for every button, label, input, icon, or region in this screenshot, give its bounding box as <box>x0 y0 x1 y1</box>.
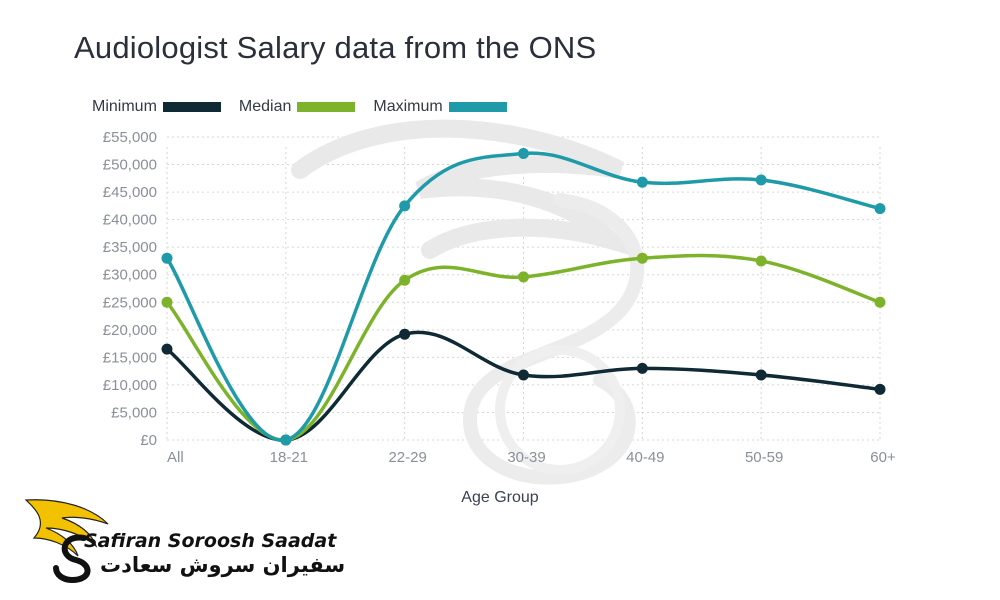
y-tick-label: £30,000 <box>103 267 157 284</box>
legend-swatch-minimum <box>162 102 221 112</box>
axis-labels: £0 £5,000 £10,000 £15,000 £20,000 £25,000 £30,… <box>103 129 896 466</box>
y-tick-label: £15,000 <box>103 349 157 366</box>
data-point-minimum <box>755 369 767 381</box>
y-tick-label: £10,000 <box>103 377 157 394</box>
legend-label-maximum: Maximum <box>373 98 443 115</box>
x-tick-label: 40-49 <box>626 449 664 466</box>
legend-item-median[interactable]: Median <box>238 98 356 116</box>
data-point-minimum <box>518 369 529 381</box>
legend-swatch-median <box>297 102 356 112</box>
data-point-minimum <box>399 328 411 340</box>
y-tick-label: £25,000 <box>103 294 157 311</box>
data-point-median <box>636 252 648 264</box>
legend: Minimum Median Maximum <box>92 98 525 116</box>
y-tick-label: £20,000 <box>103 322 157 339</box>
data-point-median <box>755 255 767 267</box>
data-point-maximum <box>161 252 173 264</box>
logo-s-icon <box>53 534 91 584</box>
brand-name-en: Safiran Soroosh Saadat <box>84 530 337 552</box>
legend-label-median: Median <box>238 98 292 115</box>
y-tick-label: £55,000 <box>103 129 157 146</box>
x-tick-label: 30-39 <box>507 449 545 466</box>
y-tick-label: £40,000 <box>103 212 157 229</box>
data-point-median <box>161 296 173 308</box>
x-tick-label: All <box>167 449 184 466</box>
legend-swatch-maximum <box>448 102 507 112</box>
y-tick-label: £50,000 <box>103 157 157 174</box>
chart-title: Audiologist Salary data from the ONS <box>74 30 597 65</box>
y-tick-label: £5,000 <box>111 404 157 421</box>
x-axis-title: Age Group <box>461 489 538 506</box>
series-layer <box>161 148 886 446</box>
data-point-maximum <box>636 176 648 188</box>
y-tick-label: £45,000 <box>103 184 157 201</box>
data-point-maximum <box>874 203 886 215</box>
data-point-maximum <box>399 200 411 212</box>
data-point-median <box>874 296 886 308</box>
data-point-median <box>518 271 529 283</box>
legend-label-minimum: Minimum <box>92 98 157 115</box>
data-point-minimum <box>161 343 173 355</box>
x-tick-label: 18-21 <box>270 449 308 466</box>
x-tick-label: 50-59 <box>745 449 783 466</box>
legend-item-maximum[interactable]: Maximum <box>373 98 507 116</box>
brand-name-fa: سفیران سروش سعادت <box>100 553 346 577</box>
data-point-median <box>399 274 411 286</box>
safiran-logo <box>24 499 109 584</box>
data-point-maximum <box>280 434 292 446</box>
y-tick-label: £0 <box>140 432 157 449</box>
data-point-maximum <box>755 174 767 186</box>
watermark-logo <box>291 119 645 485</box>
x-tick-label: 22-29 <box>388 449 426 466</box>
legend-item-minimum[interactable]: Minimum <box>92 98 221 116</box>
data-point-maximum <box>518 148 529 160</box>
y-tick-label: £35,000 <box>103 239 157 256</box>
data-point-minimum <box>874 383 886 395</box>
data-point-minimum <box>636 362 648 374</box>
x-tick-label: 60+ <box>870 449 896 466</box>
